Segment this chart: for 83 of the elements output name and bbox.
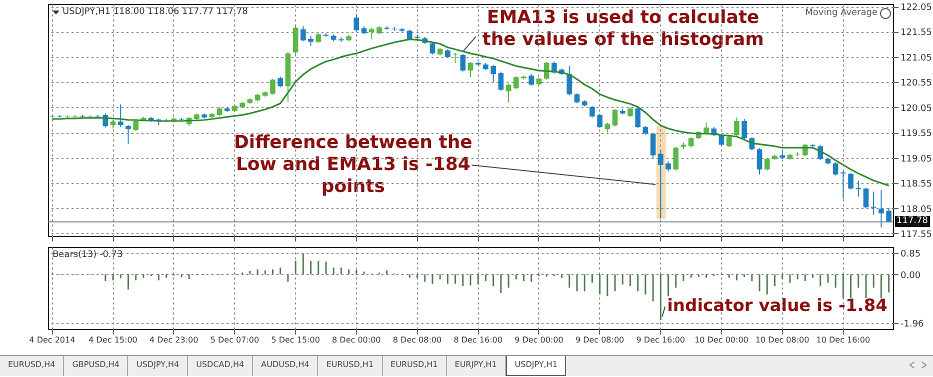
x-tick-label: 9 Dec 16:00 <box>636 336 686 344</box>
x-tick-label: 8 Dec 16:00 <box>454 336 502 344</box>
text: EURUSD,H1 <box>318 356 383 376</box>
y-tick-label: 118.05 <box>900 204 932 215</box>
text: USDCAD,H4 <box>188 356 254 376</box>
candlestick <box>316 32 322 44</box>
y-tick-label: 120.05 <box>900 104 932 114</box>
y-tick-label: 119.05 <box>900 154 932 164</box>
text: EURUSD,H1 <box>382 356 447 376</box>
candlestick <box>513 76 519 90</box>
candlestick <box>590 105 595 118</box>
candlestick <box>118 104 124 128</box>
candlestick <box>270 78 276 96</box>
x-tick-label: 5 Dec 07:00 <box>210 336 260 344</box>
x-tick-label: 4 Dec 2014 <box>29 336 76 344</box>
candlestick <box>688 136 694 148</box>
candlestick <box>756 148 762 175</box>
candlestick <box>574 92 580 104</box>
x-tick-label: 10 Dec 16:00 <box>816 336 870 344</box>
text: USDJPY,H4 <box>128 356 188 376</box>
candlestick <box>856 180 862 198</box>
x-tick-label: 4 Dec 23:00 <box>150 336 198 344</box>
candlestick <box>635 106 640 129</box>
candlestick <box>597 113 602 129</box>
x-tick-label: 5 Dec 15:00 <box>271 336 320 344</box>
candlestick <box>126 124 131 144</box>
y-tick-label: 0.00 <box>900 270 921 281</box>
candlestick <box>430 42 436 55</box>
chart-title: Bears(13) -0.73 <box>52 250 123 260</box>
candlestick <box>308 35 314 46</box>
candlestick <box>650 132 656 160</box>
candlestick <box>840 170 846 200</box>
text: EURJPY,H1 <box>446 356 506 376</box>
candlestick <box>666 160 671 172</box>
candlestick <box>354 14 360 32</box>
x-tick-label: 8 Dec 08:00 <box>392 336 442 344</box>
x-tick-label: 9 Dec 00:00 <box>514 336 564 344</box>
y-tick-label: 121.55 <box>900 28 932 38</box>
candlestick <box>673 146 679 171</box>
candlestick <box>278 76 284 88</box>
candlestick <box>832 162 838 176</box>
candlestick <box>863 187 869 209</box>
candlestick <box>604 122 610 134</box>
candlestick <box>452 52 458 64</box>
x-tick-label: 10 Dec 00:00 <box>694 336 748 344</box>
candlestick <box>566 66 572 96</box>
candlestick <box>498 71 504 92</box>
y-tick-label: 118.55 <box>900 180 932 190</box>
candlestick <box>460 53 466 72</box>
y-tick-label: 0.85 <box>900 250 921 260</box>
text: EURUSD,H4 <box>0 356 64 376</box>
x-tick-label: 9 Dec 08:00 <box>575 336 624 344</box>
candlestick <box>742 118 747 140</box>
annotation: Moving Average <box>805 8 878 18</box>
y-tick-label: 119.55 <box>900 129 932 140</box>
annotation: EMA13 is used to calculate the values of the histogram <box>481 6 765 50</box>
text: GBPUSD,H4 <box>64 356 128 376</box>
candlestick <box>628 106 633 118</box>
text: AUDUSD,H4 <box>253 356 318 376</box>
candlestick <box>468 62 474 78</box>
candlestick <box>506 83 512 103</box>
candlestick <box>658 150 664 219</box>
candlestick <box>490 64 496 83</box>
candlestick <box>886 207 892 223</box>
x-tick-label: 4 Dec 15:00 <box>88 336 138 344</box>
y-tick-label: 117.55 <box>900 230 932 240</box>
candlestick <box>878 190 884 228</box>
candlestick <box>870 191 876 216</box>
candlestick <box>764 157 770 171</box>
y-tick-label: 122.05 <box>900 3 932 14</box>
x-tick-label: 10 Dec 08:00 <box>755 336 810 344</box>
candlestick <box>612 108 618 128</box>
y-tick-label: -1.96 <box>900 320 924 330</box>
y-tick-label: 120.55 <box>900 78 932 89</box>
ref-line-label: 117.78 <box>894 216 930 228</box>
annotation: indicator value is -1.84 <box>667 294 888 317</box>
candlestick <box>300 26 306 42</box>
y-tick-label: 121.05 <box>900 53 932 64</box>
x-tick-label: 8 Dec 00:00 <box>332 336 381 344</box>
candlestick <box>528 74 534 86</box>
candlestick <box>734 116 740 137</box>
candlestick <box>848 172 854 190</box>
candlestick <box>368 27 374 40</box>
